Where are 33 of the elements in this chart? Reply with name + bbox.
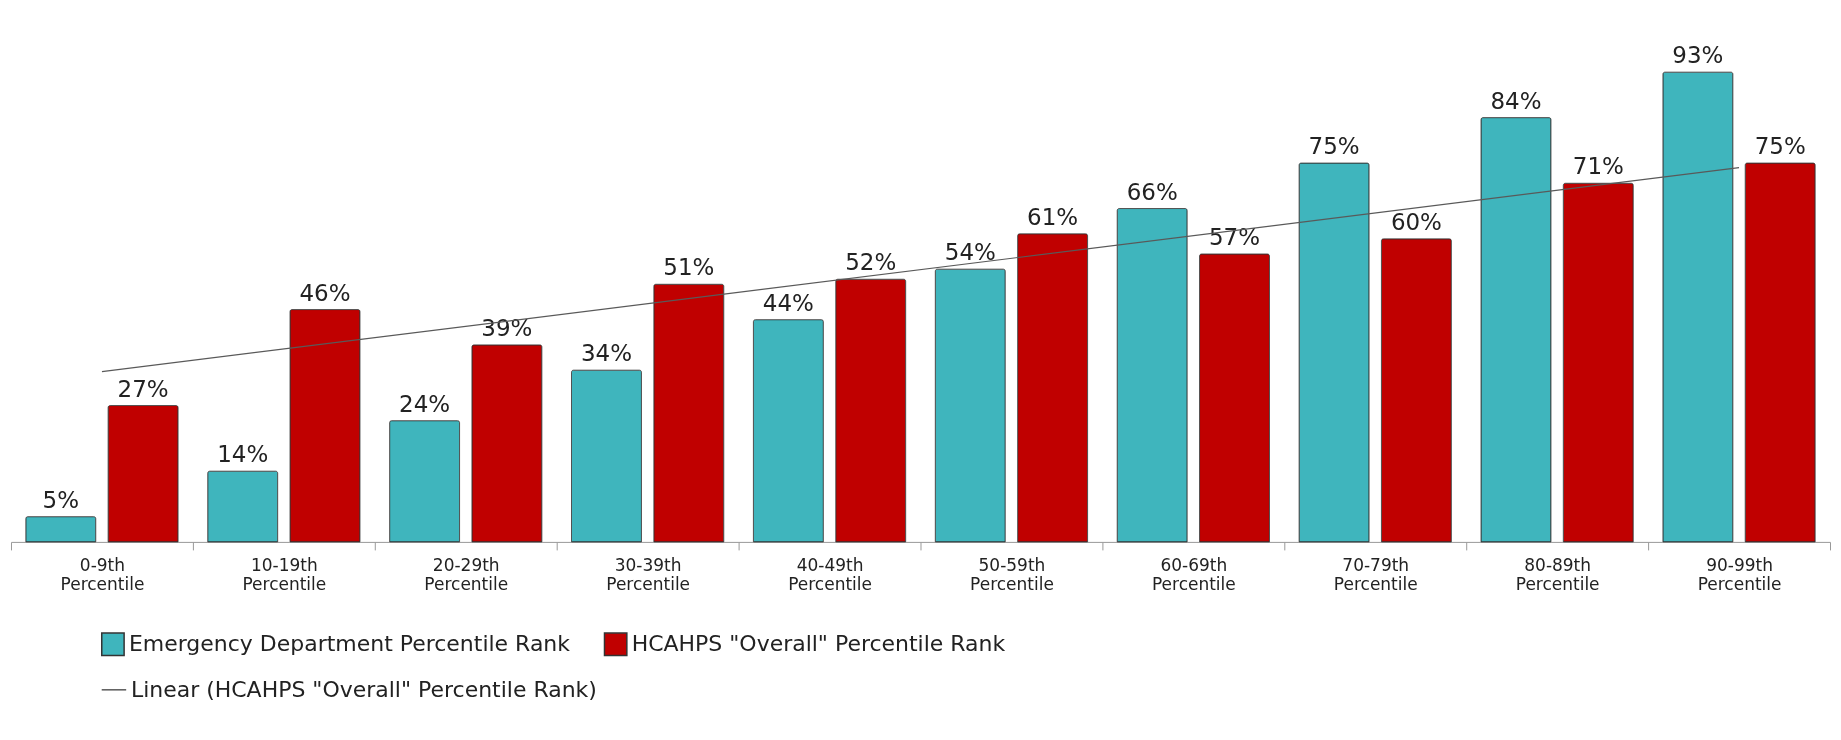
x-tick-label: 0-9th Percentile — [60, 555, 145, 595]
data-label: 46% — [299, 279, 351, 306]
data-label: 71% — [1572, 153, 1624, 180]
data-label: 44% — [762, 289, 814, 316]
data-label: 84% — [1490, 87, 1542, 114]
data-label: 60% — [1390, 208, 1442, 235]
legend-label: HCAHPS "Overall" Percentile Rank — [631, 631, 1006, 657]
x-tick-label: 40-49th Percentile — [788, 555, 872, 595]
data-label: 75% — [1754, 133, 1806, 160]
x-tick-label: 80-89th Percentile — [1515, 555, 1600, 595]
legend-label: Linear (HCAHPS "Overall" Percentile Rank) — [130, 676, 597, 702]
data-label: 24% — [399, 390, 451, 417]
data-label: 66% — [1126, 178, 1178, 205]
data-label: 51% — [663, 254, 715, 281]
data-label: 27% — [117, 375, 169, 402]
x-tick-label: 10-19th Percentile — [242, 555, 327, 595]
x-tick-label: 60-69th Percentile — [1151, 555, 1236, 595]
legend-label: Emergency Department Percentile Rank — [128, 631, 571, 657]
data-label: 54% — [944, 239, 996, 266]
data-label: 39% — [481, 314, 533, 341]
data-label: 61% — [1027, 203, 1079, 230]
data-label: 93% — [1672, 42, 1724, 69]
data-label: 14% — [217, 441, 269, 468]
x-tick-label: 30-39th Percentile — [606, 555, 691, 595]
data-label: 75% — [1308, 133, 1360, 160]
data-label: 34% — [580, 340, 633, 367]
data-label: 5% — [42, 486, 80, 513]
x-tick-label: 90-99th Percentile — [1697, 555, 1782, 595]
x-tick-label: 70-79th Percentile — [1333, 555, 1418, 595]
x-tick-label: 20-29th Percentile — [424, 555, 509, 595]
x-tick-label: 50-59th Percentile — [970, 555, 1054, 595]
data-label: 57% — [1208, 223, 1261, 250]
data-label: 52% — [845, 249, 897, 276]
